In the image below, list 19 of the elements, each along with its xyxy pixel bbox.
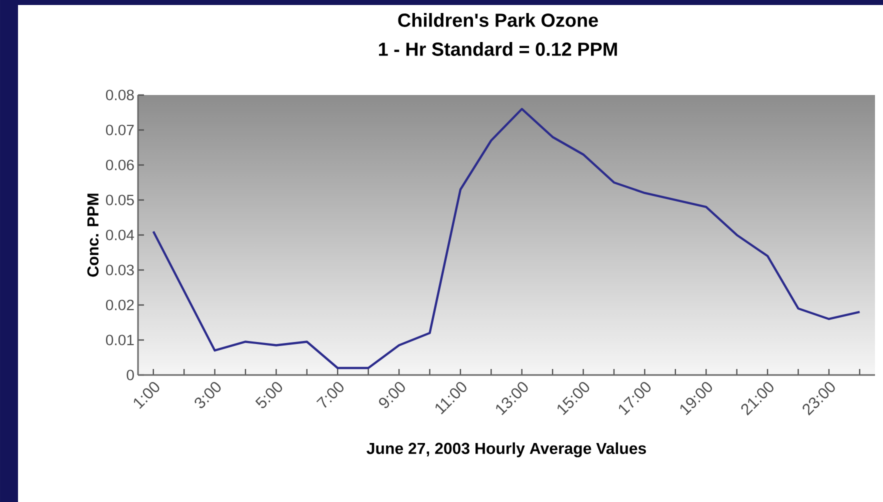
y-tick-label: 0.01 bbox=[106, 334, 134, 346]
y-tick-label: 0.03 bbox=[106, 264, 134, 276]
y-tick-label: 0.05 bbox=[106, 194, 134, 206]
chart-title: Children's Park Ozone bbox=[398, 13, 598, 27]
y-tick-label: 0.06 bbox=[106, 160, 134, 170]
x-axis-title: June 27, 2003 Hourly Average Values bbox=[366, 442, 646, 458]
chart-subtitle: 1 - Hr Standard = 0.12 PPM bbox=[379, 42, 617, 56]
x-tick-label: 7:00 bbox=[316, 382, 344, 408]
y-tick-label: 0.02 bbox=[106, 300, 134, 310]
x-tick-label: 9:00 bbox=[379, 382, 405, 408]
y-tick-label: 0 bbox=[126, 370, 134, 380]
line-series bbox=[152, 108, 861, 370]
y-tick-label: 0.04 bbox=[106, 230, 134, 240]
x-tick-label: 5:00 bbox=[255, 382, 282, 408]
x-tick-label: 3:00 bbox=[194, 382, 221, 408]
y-axis-title: Conc. PPM bbox=[87, 194, 99, 277]
x-tick-label: 1:00 bbox=[134, 382, 160, 409]
y-tick-label: 0.08 bbox=[106, 90, 134, 100]
y-tick-label: 0.07 bbox=[106, 124, 134, 136]
